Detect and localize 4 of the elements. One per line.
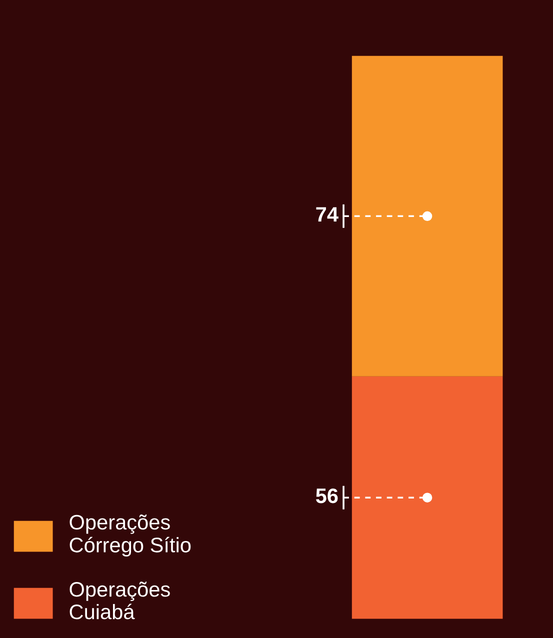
legend-label: Operações Córrego Sítio xyxy=(70,514,191,557)
data-label: 56 xyxy=(316,488,338,504)
legend-label: Operações Cuiabá xyxy=(70,582,170,620)
data-label: 74 xyxy=(316,207,338,222)
